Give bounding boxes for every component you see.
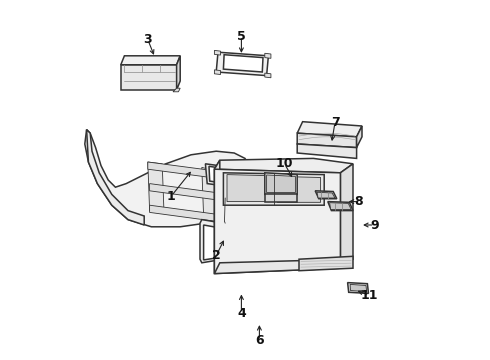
- Polygon shape: [341, 164, 353, 268]
- Polygon shape: [297, 133, 357, 148]
- Text: 4: 4: [237, 307, 246, 320]
- Polygon shape: [227, 175, 270, 202]
- Polygon shape: [357, 126, 362, 148]
- Text: 8: 8: [354, 195, 363, 208]
- Polygon shape: [215, 50, 220, 55]
- Polygon shape: [297, 122, 362, 137]
- Text: 10: 10: [276, 157, 294, 170]
- Polygon shape: [205, 164, 247, 189]
- Text: 9: 9: [370, 219, 379, 231]
- Polygon shape: [297, 144, 357, 158]
- Polygon shape: [315, 191, 337, 199]
- Polygon shape: [223, 55, 263, 72]
- Polygon shape: [350, 284, 367, 292]
- Text: 3: 3: [144, 33, 152, 46]
- Polygon shape: [200, 220, 225, 263]
- Polygon shape: [149, 184, 216, 200]
- Polygon shape: [215, 158, 353, 173]
- Text: 11: 11: [361, 289, 378, 302]
- Polygon shape: [223, 173, 324, 205]
- Polygon shape: [299, 256, 353, 271]
- Polygon shape: [87, 130, 144, 225]
- Polygon shape: [265, 194, 297, 202]
- Polygon shape: [215, 169, 341, 274]
- Polygon shape: [330, 203, 351, 210]
- Polygon shape: [347, 283, 368, 293]
- Text: 7: 7: [331, 116, 340, 129]
- Polygon shape: [223, 222, 229, 259]
- Polygon shape: [204, 225, 221, 260]
- Polygon shape: [265, 53, 271, 58]
- Polygon shape: [265, 73, 271, 78]
- Text: 6: 6: [255, 334, 264, 347]
- Polygon shape: [277, 176, 320, 202]
- Text: 2: 2: [212, 249, 220, 262]
- Text: 5: 5: [237, 30, 246, 42]
- Polygon shape: [215, 259, 353, 274]
- Polygon shape: [173, 88, 180, 92]
- Polygon shape: [218, 173, 232, 198]
- Polygon shape: [209, 166, 244, 186]
- Polygon shape: [121, 65, 176, 90]
- Polygon shape: [215, 160, 220, 274]
- Polygon shape: [176, 56, 180, 90]
- Polygon shape: [85, 130, 250, 227]
- Polygon shape: [216, 52, 269, 76]
- Text: 1: 1: [167, 190, 175, 203]
- Polygon shape: [317, 192, 335, 198]
- Polygon shape: [267, 175, 295, 193]
- Polygon shape: [229, 232, 241, 241]
- Polygon shape: [328, 202, 353, 211]
- Polygon shape: [215, 70, 220, 75]
- Polygon shape: [265, 173, 297, 194]
- Polygon shape: [148, 162, 216, 178]
- Polygon shape: [148, 162, 164, 212]
- Polygon shape: [202, 167, 218, 220]
- Polygon shape: [149, 205, 216, 221]
- Polygon shape: [121, 56, 180, 65]
